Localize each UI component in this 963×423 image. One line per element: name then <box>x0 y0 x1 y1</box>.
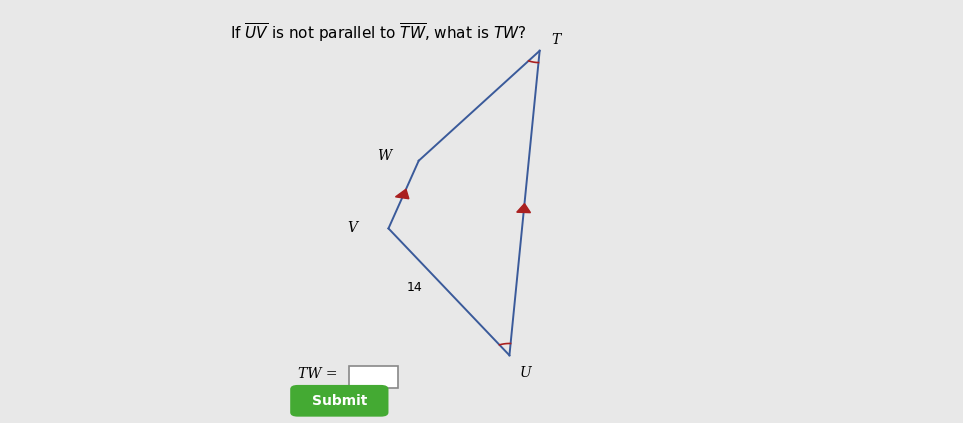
Polygon shape <box>396 189 409 199</box>
FancyBboxPatch shape <box>350 366 399 388</box>
Polygon shape <box>517 203 531 213</box>
Text: TW =: TW = <box>298 367 342 382</box>
Text: V: V <box>348 221 357 236</box>
Text: T: T <box>552 33 560 47</box>
FancyBboxPatch shape <box>290 385 388 417</box>
Text: Submit: Submit <box>312 394 367 408</box>
Text: U: U <box>520 366 532 380</box>
Text: W: W <box>377 148 392 163</box>
Text: If $\overline{UV}$ is not parallel to $\overline{TW}$, what is $TW$?: If $\overline{UV}$ is not parallel to $\… <box>230 21 526 44</box>
Text: 14: 14 <box>407 281 423 294</box>
